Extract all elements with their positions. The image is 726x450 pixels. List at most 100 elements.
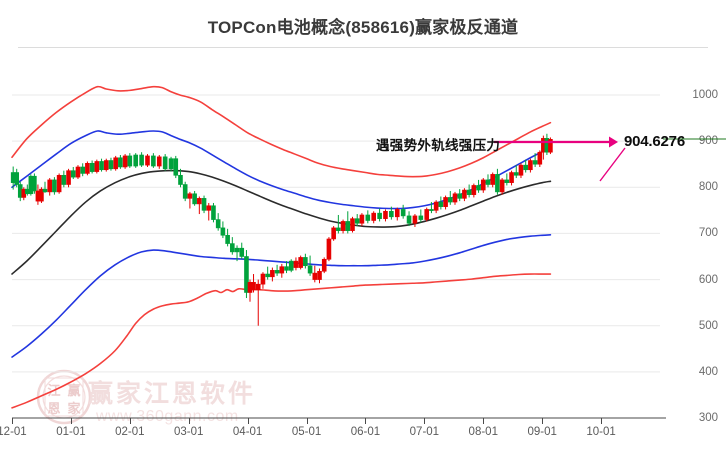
candlestick <box>206 202 212 221</box>
candlestick <box>537 150 543 167</box>
candlestick <box>523 159 528 173</box>
y-axis-tick-label: 800 <box>698 181 718 194</box>
x-axis-tick-label: 03-01 <box>174 426 204 438</box>
annotation-arrow <box>494 136 626 182</box>
candlestick <box>156 154 162 169</box>
candlestick <box>443 195 448 210</box>
candlestick <box>225 228 230 247</box>
candlestick <box>168 156 174 172</box>
x-axis-tick <box>70 418 72 424</box>
candlestick <box>201 195 207 214</box>
candlestick <box>162 154 168 171</box>
candlestick <box>61 170 67 188</box>
candlestick <box>230 237 235 255</box>
candlestick <box>490 172 496 188</box>
candlestick <box>56 173 62 194</box>
x-axis-tick <box>601 418 603 424</box>
candlestick <box>307 255 313 276</box>
candlestick <box>265 266 270 280</box>
candlestick <box>279 263 285 278</box>
candlestick <box>412 214 418 227</box>
candlestick <box>178 168 183 188</box>
y-axis-tick-label: 600 <box>698 273 718 286</box>
candlestick <box>326 237 332 262</box>
arrow-head <box>609 136 618 148</box>
candlestick <box>389 206 394 220</box>
x-axis-tick-label: 04-01 <box>232 426 263 438</box>
candlestick <box>118 154 123 169</box>
grid-lines <box>12 94 660 373</box>
y-axis-tick-label: 500 <box>698 319 718 332</box>
candlestick <box>400 204 406 219</box>
candlestick <box>103 158 109 172</box>
candlestick <box>215 213 221 231</box>
candlestick <box>173 155 179 179</box>
candlestick <box>509 170 514 186</box>
y-axis-tick-label: 400 <box>698 365 718 378</box>
candlestick <box>260 272 266 289</box>
candlestick <box>182 181 188 202</box>
candlestick <box>192 190 197 206</box>
candlestick <box>513 165 519 179</box>
arrow-tail-connector <box>599 147 626 182</box>
candlestick <box>70 166 76 179</box>
candlestick <box>457 189 463 202</box>
x-axis-tick-label: 01-01 <box>56 426 86 438</box>
candlestick <box>39 187 44 203</box>
candlestick <box>239 242 245 260</box>
candlestick <box>418 209 424 223</box>
candlestick <box>312 265 318 283</box>
candlestick <box>42 181 48 193</box>
candlestick <box>471 183 477 198</box>
candlestick <box>518 163 524 179</box>
candlestick <box>528 158 533 173</box>
candlestick <box>127 153 133 168</box>
y-axis-tick-label: 300 <box>698 412 718 424</box>
candlestick <box>350 216 355 233</box>
candlestick <box>476 179 481 193</box>
inner-lower-band <box>11 234 552 358</box>
candlestick <box>94 159 100 174</box>
candlestick <box>532 153 538 167</box>
x-axis-labels: 12-01 01-01 02-01 03-01 04-01 05-01 06-01 07-01… <box>0 418 726 450</box>
x-axis-tick <box>129 418 131 424</box>
y-axis-tick-label: 700 <box>698 227 718 240</box>
outer-lower-band <box>11 273 552 409</box>
candlestick <box>406 211 412 227</box>
title-divider <box>18 47 708 48</box>
x-axis-tick <box>188 418 190 424</box>
candlestick <box>331 226 336 241</box>
candlestick <box>429 202 434 214</box>
last-price-label: 904.6276 <box>624 133 685 150</box>
candlestick <box>99 158 104 172</box>
middle-band <box>11 169 552 275</box>
candlestick <box>251 274 256 293</box>
candlestick <box>66 168 71 188</box>
candlestick <box>336 214 341 234</box>
x-axis-tick-label: 02-01 <box>115 426 145 438</box>
candlestick <box>495 168 500 195</box>
x-axis-tick-label: 10-01 <box>586 426 616 438</box>
candlestick <box>424 207 430 222</box>
candlestick <box>371 211 377 224</box>
candlestick <box>433 200 439 214</box>
candlestick <box>274 264 280 276</box>
candlestick <box>234 245 240 262</box>
y-axis-tick-label: 1000 <box>692 89 718 101</box>
candlestick <box>321 257 327 274</box>
candlestick <box>270 267 275 282</box>
candlestick <box>122 154 128 169</box>
x-axis-tick-label: 12-01 <box>0 426 27 438</box>
candlestick <box>480 178 486 193</box>
page-title: TOPCon电池概念(858616)赢家极反通道 <box>207 18 519 37</box>
candlestick <box>303 253 308 269</box>
candlestick <box>548 137 553 155</box>
candlestick <box>284 261 289 274</box>
candlestick <box>80 163 85 177</box>
candlestick <box>220 221 226 239</box>
x-axis-tick-label: 08-01 <box>468 426 498 438</box>
candlestick <box>14 168 20 188</box>
candlestick <box>359 213 365 227</box>
